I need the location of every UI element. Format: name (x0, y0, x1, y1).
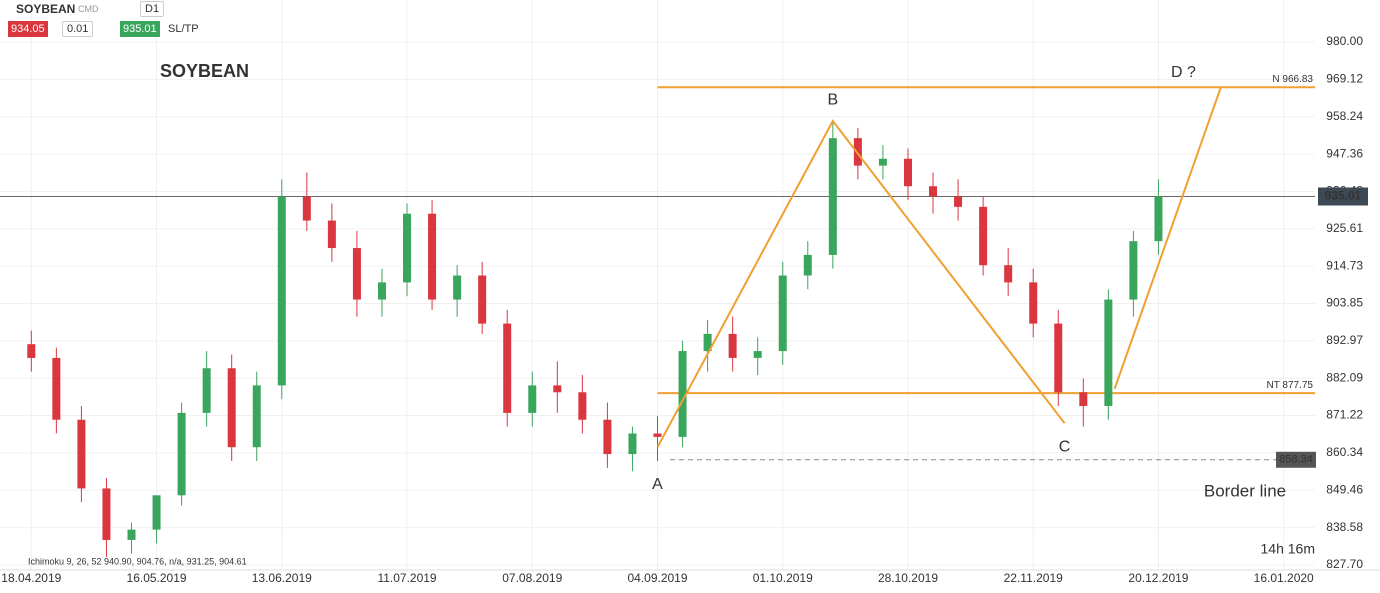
sltp[interactable]: SL/TP (168, 23, 199, 35)
level-label: NT 877.75 (1266, 380, 1313, 391)
x-tick-label: 22.11.2019 (1004, 571, 1063, 585)
support-label: 858.34 (1279, 454, 1313, 466)
candle-body (503, 323, 512, 413)
y-tick-label: 980.00 (1326, 34, 1363, 48)
candle-body (377, 282, 386, 300)
candle-body (127, 529, 136, 540)
x-tick-label: 01.10.2019 (753, 571, 813, 585)
chart-title: SOYBEAN (160, 61, 249, 81)
candle-body (603, 419, 612, 455)
timer: 14h 16m (1261, 541, 1315, 557)
pattern-point-label: B (827, 92, 838, 109)
pattern-point-label: A (652, 476, 663, 493)
y-tick-label: 838.58 (1326, 520, 1363, 534)
pattern-point-label: D ? (1171, 64, 1196, 81)
y-tick-label: 860.34 (1326, 445, 1363, 459)
candle-body (753, 351, 762, 358)
y-tick-label: 882.09 (1326, 370, 1363, 384)
candle-body (352, 248, 361, 300)
candle-body (327, 220, 336, 249)
y-tick-label: 925.61 (1326, 221, 1363, 235)
candle-body (1154, 196, 1163, 242)
y-tick-label: 892.97 (1326, 333, 1363, 347)
sell-price[interactable]: 934.05 (8, 21, 48, 37)
y-tick-label: 914.73 (1326, 258, 1363, 272)
indicator-label: Ichimoku 9, 26, 52 940.90, 904.76, n/a, … (28, 556, 247, 566)
y-tick-label: 871.22 (1326, 408, 1363, 422)
candle-body (428, 213, 437, 300)
candle-body (177, 412, 186, 496)
buy-price[interactable]: 935.01 (120, 21, 160, 37)
candle-body (1079, 392, 1088, 407)
x-tick-label: 07.08.2019 (502, 571, 562, 585)
candle-body (403, 213, 412, 283)
candle-body (227, 368, 236, 448)
candle-body (703, 333, 712, 352)
candle-body (954, 196, 963, 207)
candle-body (252, 385, 261, 448)
projection-line (1113, 86, 1223, 390)
x-tick-label: 04.09.2019 (627, 571, 687, 585)
candle-body (628, 433, 637, 455)
price-box (1318, 187, 1368, 206)
y-tick-label: 849.46 (1326, 482, 1363, 496)
candle-body (528, 385, 537, 413)
candle-body (1054, 323, 1063, 393)
candle-body (478, 275, 487, 324)
pattern-line (656, 119, 1066, 448)
lot[interactable]: 0.01 (62, 21, 94, 37)
y-tick-label: 903.85 (1326, 296, 1363, 310)
candle-body (803, 254, 812, 276)
candle-body (578, 392, 587, 420)
candle-body (152, 495, 161, 530)
x-tick-label: 16.01.2020 (1254, 571, 1314, 585)
candle-body (828, 138, 837, 255)
candle-body (853, 138, 862, 166)
candle-body (903, 158, 912, 187)
y-tick-label: 827.70 (1326, 557, 1363, 571)
candle-body (453, 275, 462, 300)
level-label: N 966.83 (1272, 74, 1313, 85)
candle-body (77, 419, 86, 489)
y-tick-label: 969.12 (1326, 72, 1363, 86)
note: Border line (1204, 481, 1286, 500)
candle-body (929, 186, 938, 197)
symbol: SOYBEAN (16, 2, 76, 16)
y-tick-label: 958.24 (1326, 109, 1363, 123)
pattern-point-label: C (1059, 438, 1071, 455)
candle-body (878, 158, 887, 166)
x-tick-label: 20.12.2019 (1128, 571, 1188, 585)
candle-body (653, 433, 662, 437)
x-tick-label: 28.10.2019 (878, 571, 938, 585)
x-tick-label: 16.05.2019 (127, 571, 187, 585)
candle-body (1029, 282, 1038, 324)
price-label: 935.01 (1325, 189, 1362, 203)
candle-body (1004, 265, 1013, 283)
x-tick-label: 11.07.2019 (377, 571, 436, 585)
candle-body (553, 385, 562, 393)
candle-body (778, 275, 787, 352)
candle-body (1104, 299, 1113, 407)
support-box (1276, 451, 1316, 468)
x-tick-label: 18.04.2019 (1, 571, 61, 585)
candle-body (202, 368, 211, 413)
candle-body (979, 206, 988, 266)
candle-body (678, 351, 687, 437)
candle-body (728, 333, 737, 358)
candle-body (52, 357, 61, 420)
candle-body (1129, 241, 1138, 300)
toolbar: SOYBEAN CMD D1 934.05 0.01 935.01 SL/TP (0, 0, 340, 40)
timeframe[interactable]: D1 (140, 1, 165, 17)
candle-body (302, 196, 311, 221)
x-tick-label: 13.06.2019 (252, 571, 312, 585)
y-tick-label: 947.36 (1326, 146, 1363, 160)
candle-body (27, 344, 36, 358)
group: CMD (78, 4, 99, 14)
candle-body (277, 196, 286, 386)
candle-body (102, 488, 111, 540)
